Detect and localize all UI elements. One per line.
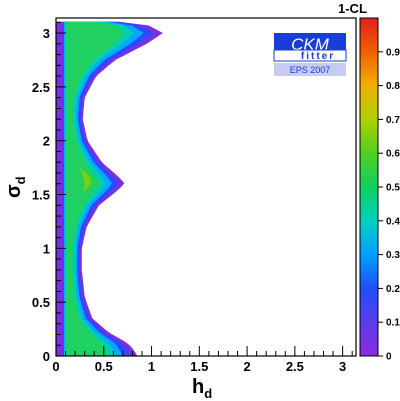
contour-band <box>80 168 92 191</box>
x-tick-label: 2 <box>243 359 250 374</box>
colorbar-tick-label: 0.1 <box>386 318 400 329</box>
logo-fitter: fitter <box>301 51 335 62</box>
x-tick-label: 2.5 <box>286 359 304 374</box>
y-axis-title-main: σ <box>3 184 25 198</box>
logo-ckm: CKM <box>291 35 330 54</box>
colorbar-tick-label: 0.4 <box>386 216 400 227</box>
x-axis-title: hd <box>192 376 212 401</box>
y-tick-label: 2 <box>43 134 50 149</box>
x-tick-label: 1 <box>148 359 155 374</box>
contour-region <box>56 21 163 356</box>
x-tick-label: 3 <box>339 359 346 374</box>
contour-band <box>66 21 125 356</box>
x-tick-label: 0.5 <box>95 359 113 374</box>
colorbar-tick-label: 0.9 <box>386 47 400 58</box>
y-tick-label: 2.5 <box>32 80 50 95</box>
y-tick-label: 1.5 <box>32 188 50 203</box>
y-tick-label: 0.5 <box>32 295 50 310</box>
y-tick-label: 0 <box>43 349 50 364</box>
plot-frame <box>55 17 357 357</box>
colorbar-title: 1-CL <box>338 1 367 16</box>
y-tick-label: 1 <box>43 241 50 256</box>
logo-caption: EPS 2007 <box>290 65 331 75</box>
y-tick-label: 3 <box>43 26 50 41</box>
y-axis-title-sub: d <box>13 176 28 184</box>
y-axis-title: σd <box>3 176 28 198</box>
colorbar-tick-label: 0.8 <box>386 81 400 92</box>
colorbar-ticks: 0 0.1 0.2 0.3 0.4 0.5 0.6 0.7 0.8 0.9 <box>378 47 400 363</box>
colorbar-tick-label: 0.2 <box>386 284 400 295</box>
x-tick-label: 0 <box>52 359 59 374</box>
colorbar-tick-label: 0.5 <box>386 183 400 194</box>
contour-band <box>62 21 154 356</box>
colorbar <box>360 18 378 356</box>
ckmfitter-logo: CKM fitter EPS 2007 <box>273 33 347 76</box>
x-axis-title-main: h <box>192 376 204 398</box>
contour-band <box>65 21 134 356</box>
contour-band <box>64 21 144 356</box>
colorbar-tick-label: 0.7 <box>386 115 400 126</box>
colorbar-tick-label: 0.3 <box>386 250 400 261</box>
colorbar-tick-label: 0 <box>386 352 392 363</box>
x-axis-title-sub: d <box>204 386 212 401</box>
x-tick-label: 1.5 <box>190 359 208 374</box>
colorbar-tick-label: 0.6 <box>386 149 400 160</box>
axes: 0 0.5 1 1.5 2 2.5 3 0 0.5 1 1.5 2 2.5 3 <box>32 17 357 374</box>
